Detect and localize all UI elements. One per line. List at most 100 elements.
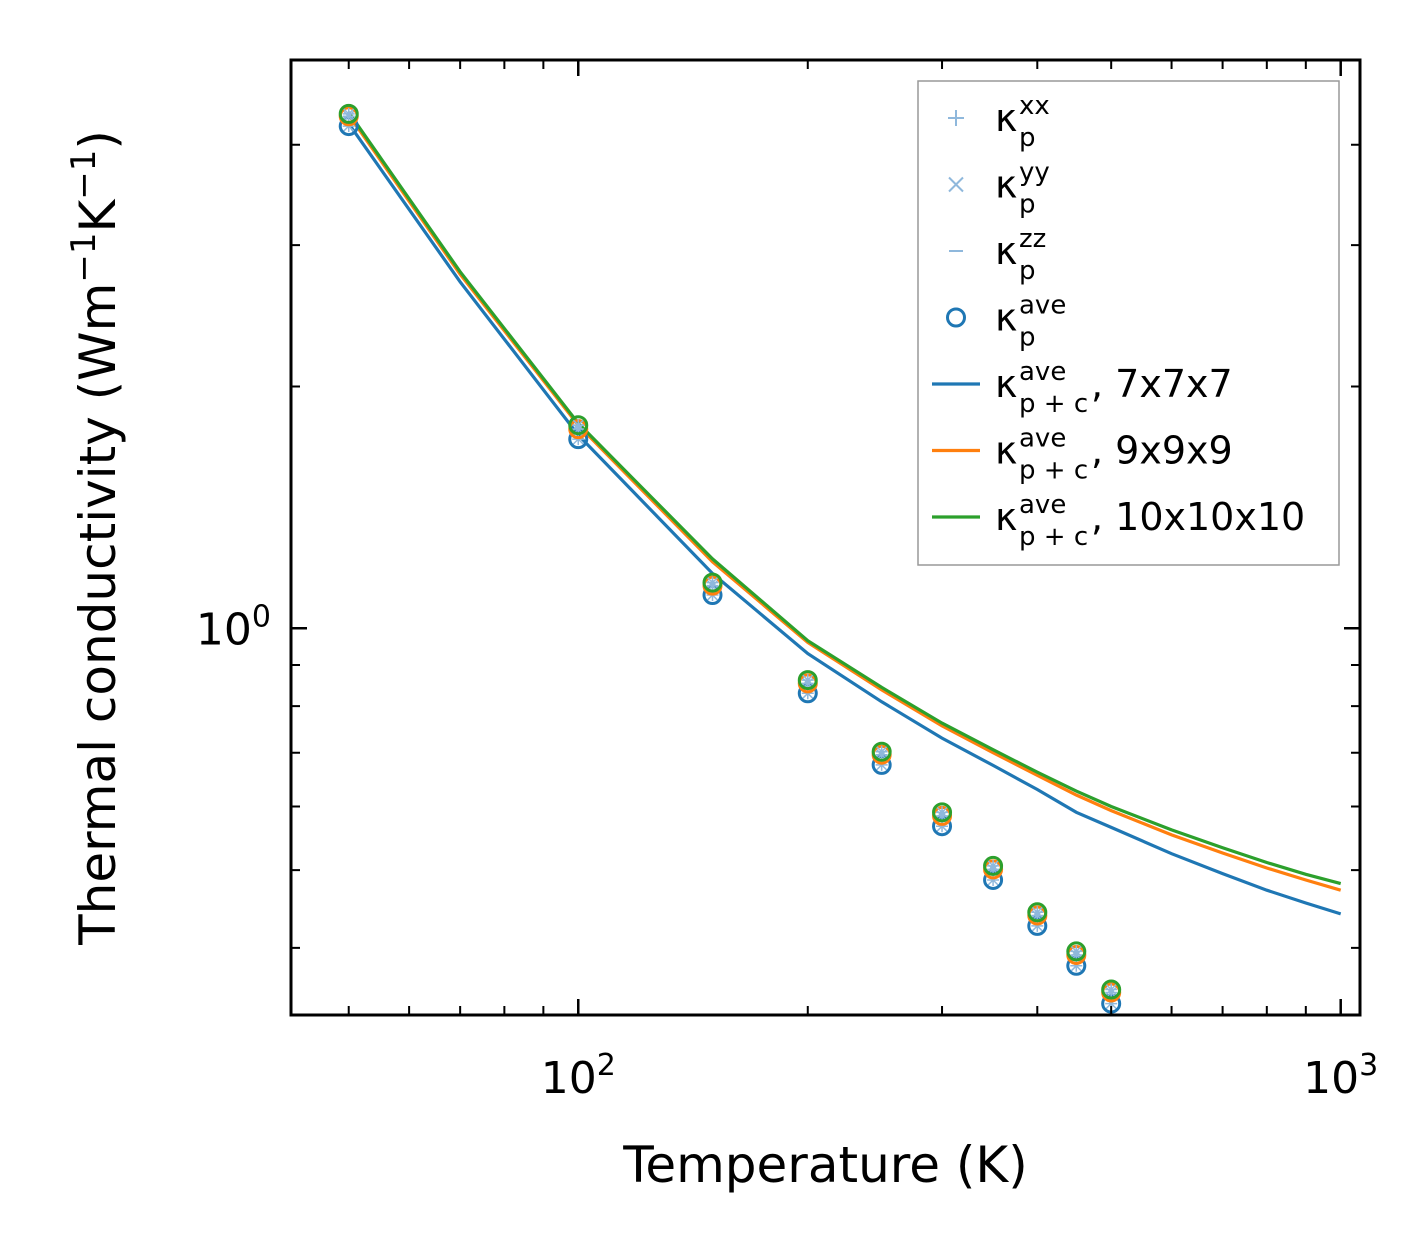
- legend-subscript: p: [1019, 256, 1036, 286]
- legend-kappa: κ: [995, 296, 1017, 340]
- component-marker: [1261, 1167, 1273, 1179]
- scatter-point: [1190, 1075, 1207, 1092]
- legend-label: κave p: [995, 291, 1066, 353]
- legend-superscript: ave: [1019, 490, 1066, 520]
- component-marker: [1105, 997, 1118, 1010]
- component-marker: [1166, 1049, 1178, 1061]
- scatter-point: [1278, 1173, 1295, 1190]
- scatter-point: [1163, 1061, 1180, 1078]
- scatter-point: [1163, 1050, 1180, 1067]
- component-marker: [1217, 1109, 1229, 1121]
- component-marker: [1335, 1234, 1347, 1246]
- y-axis-title-prefix: Thermal conductivity (Wm: [69, 283, 127, 946]
- legend-superscript: zz: [1019, 224, 1046, 254]
- x-tick-base: 10: [1303, 1053, 1359, 1104]
- scatter-point: [1332, 1228, 1349, 1245]
- component-marker: [1137, 1032, 1149, 1044]
- scatter-point: [1163, 1047, 1180, 1064]
- scatter-point: [1258, 1154, 1275, 1171]
- legend-suffix: , 7x7x7: [1091, 362, 1233, 406]
- legend-circle-marker: [946, 307, 966, 328]
- component-marker: [1105, 983, 1118, 996]
- scatter-point: [1258, 1164, 1275, 1181]
- legend-entry-7: κave p + c, 10x10x10: [932, 490, 1305, 552]
- component-marker: [1300, 1194, 1312, 1206]
- legend-kappa: κ: [995, 495, 1017, 539]
- component-marker: [1031, 906, 1044, 919]
- component-marker: [1335, 1244, 1347, 1254]
- legend-superscript: ave: [1019, 357, 1066, 387]
- legend-subscript: p + c: [1019, 522, 1088, 552]
- component-marker: [1261, 1154, 1273, 1166]
- scatter-point: [1137, 1013, 1148, 1015]
- component-marker: [1137, 1021, 1149, 1033]
- component-marker: [1217, 1104, 1229, 1116]
- scatter-point: [797, 670, 818, 691]
- legend-box: [917, 80, 1340, 566]
- component-marker: [706, 576, 719, 589]
- legend-subscript: p: [1019, 323, 1036, 353]
- component-marker: [1217, 1119, 1229, 1131]
- y-axis-title-mid: K: [69, 199, 127, 233]
- component-marker: [1070, 959, 1083, 972]
- component-marker: [987, 859, 1000, 872]
- y-axis-title-sup1: −1: [64, 233, 104, 283]
- component-marker: [936, 820, 949, 833]
- component-marker: [1239, 1144, 1251, 1156]
- scatter-point: [1027, 902, 1048, 923]
- legend-entry-3: κzz p: [949, 224, 1046, 286]
- scatter-point: [1332, 1242, 1349, 1254]
- component-marker: [987, 873, 1000, 886]
- scatter-point: [1297, 1192, 1314, 1209]
- x-tick-exponent: 3: [1359, 1048, 1378, 1083]
- x-tick-label: 102: [541, 1048, 616, 1104]
- legend-subscript: p: [1019, 190, 1036, 220]
- legend-superscript: xx: [1019, 91, 1050, 121]
- scatter-point: [1190, 1090, 1207, 1107]
- series-line-3: [347, 111, 1342, 886]
- component-marker: [1300, 1209, 1312, 1221]
- component-marker: [342, 107, 355, 120]
- legend-suffix: , 10x10x10: [1091, 495, 1305, 539]
- y-tick-exponent: 0: [252, 599, 271, 634]
- scatter-point: [338, 103, 359, 124]
- y-tick-label: 100: [196, 599, 271, 655]
- legend-superscript: ave: [1019, 291, 1066, 321]
- scatter-series-3: [338, 103, 1349, 1245]
- legend-label: κave p + c, 10x10x10: [995, 490, 1305, 552]
- component-marker: [572, 419, 585, 432]
- scatter-point: [1315, 1210, 1332, 1227]
- scatter-point: [568, 415, 589, 436]
- legend-subscript: p: [1019, 123, 1036, 153]
- scatter-point: [983, 855, 1004, 876]
- component-marker: [875, 758, 888, 771]
- legend-kappa: κ: [995, 362, 1017, 406]
- component-marker: [1192, 1078, 1204, 1090]
- legend-plus-marker: [948, 110, 964, 126]
- component-marker: [1192, 1092, 1204, 1104]
- legend-label: κyy p: [995, 158, 1050, 220]
- legend-label: κave p + c, 7x7x7: [995, 357, 1233, 419]
- component-marker: [1318, 1217, 1330, 1229]
- x-tick-label: 103: [1303, 1048, 1378, 1104]
- x-axis-title: Temperature (K): [622, 1136, 1027, 1194]
- axes-frame: [289, 58, 1362, 1017]
- component-marker: [1318, 1228, 1330, 1240]
- component-marker: [875, 745, 888, 758]
- series-line-1: [347, 122, 1342, 916]
- legend-suffix: , 9x9x9: [1091, 429, 1233, 473]
- scatter-point: [1134, 1029, 1151, 1046]
- scatter-point: [1214, 1106, 1231, 1123]
- legend-entry-6: κave p + c, 9x9x9: [932, 424, 1233, 486]
- y-axis-title: Thermal conductivity (Wm−1K−1): [64, 130, 127, 946]
- scatter-point: [871, 741, 892, 762]
- scatter-point: [1258, 1151, 1275, 1168]
- legend-label: κave p + c, 9x9x9: [995, 424, 1233, 486]
- scatter-point: [702, 572, 723, 593]
- legend-subscript: p + c: [1019, 389, 1088, 419]
- component-marker: [1239, 1130, 1251, 1142]
- y-axis-title-suffix: ): [69, 130, 127, 150]
- scatter-point: [1134, 1018, 1151, 1035]
